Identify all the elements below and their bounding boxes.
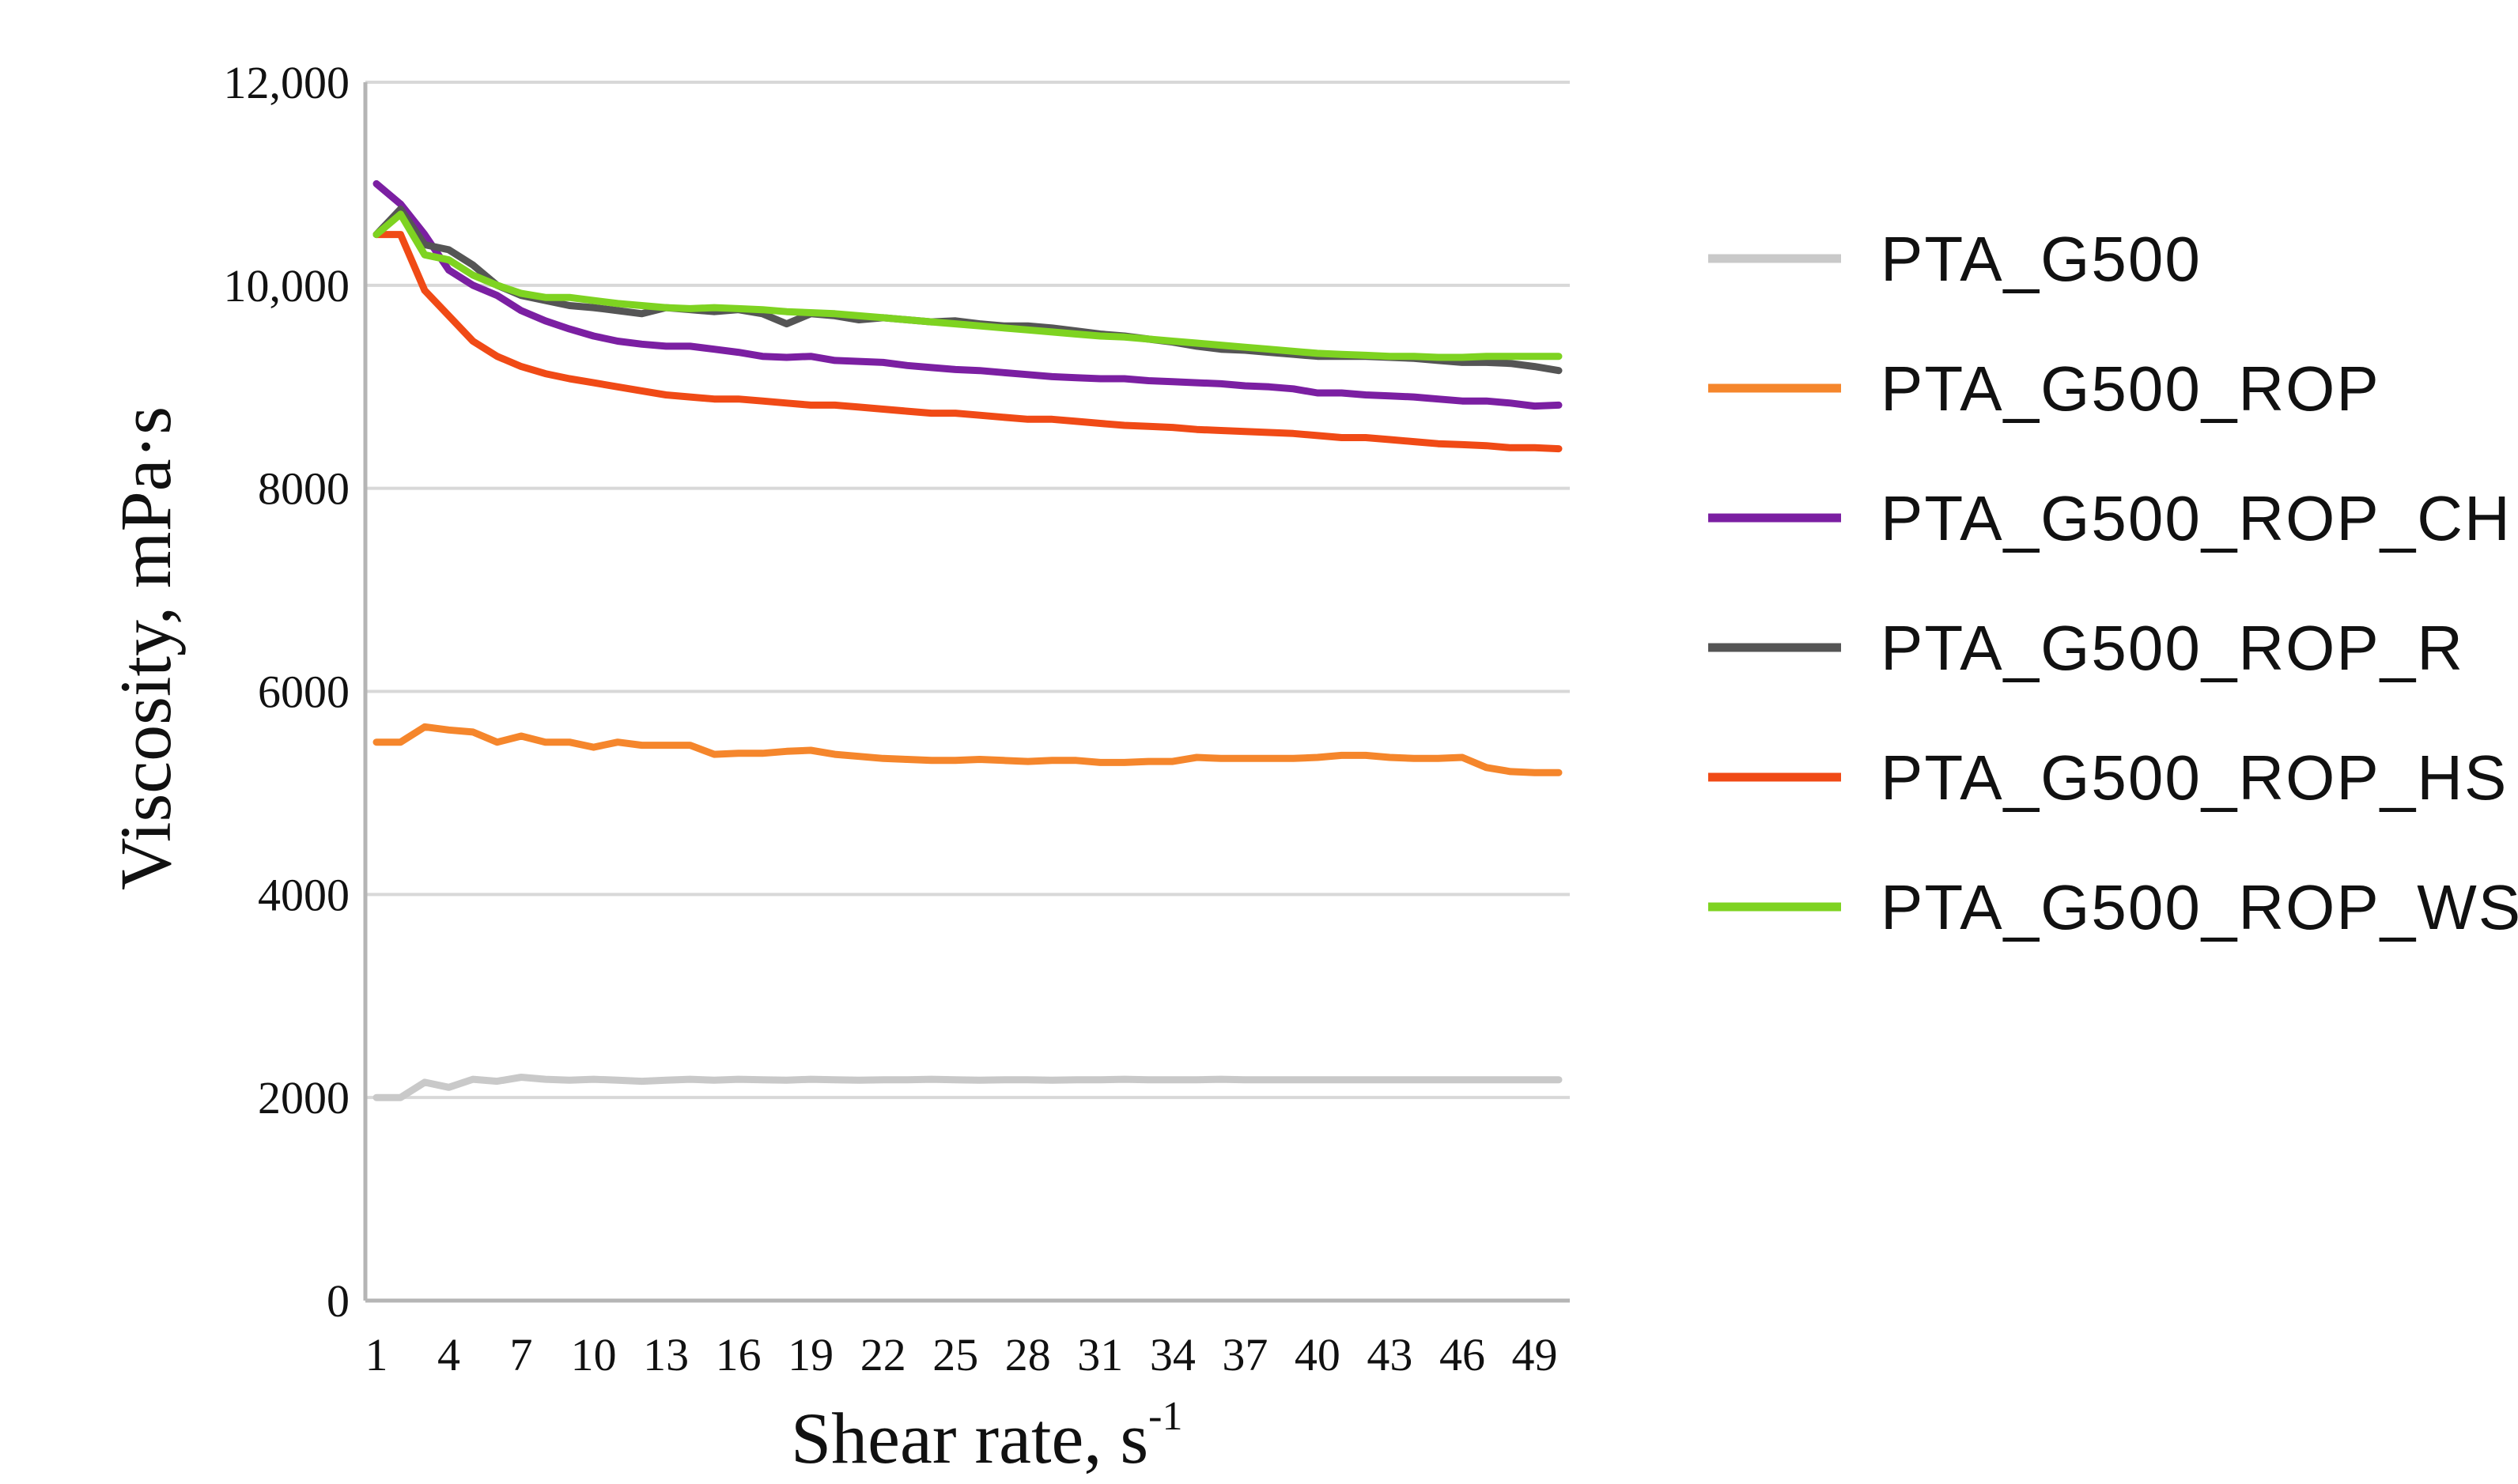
- series-line-pta-g500: [372, 1074, 1563, 1101]
- series-line-pta-g500-rop-ws: [372, 210, 1563, 361]
- x-axis-title-superscript: -1: [1148, 1394, 1182, 1439]
- x-tick-label: 28: [1005, 1329, 1051, 1380]
- x-axis-title: Shear rate, s-1: [791, 1394, 1182, 1478]
- y-tick-label: 8000: [258, 463, 350, 515]
- x-tick-label: 46: [1439, 1329, 1485, 1380]
- legend-label: PTA_G500_ROP_WS: [1881, 872, 2518, 942]
- x-tick-label: 43: [1367, 1329, 1412, 1380]
- x-tick-label: 16: [716, 1329, 762, 1380]
- legend: PTA_G500 PTA_G500_ROP PTA_G500_ROP_CH PTA_G…: [1708, 224, 2518, 942]
- legend-label: PTA_G500_ROP_R: [1881, 613, 2464, 683]
- axes: [363, 82, 1570, 1303]
- series-line-pta-g500-rop: [372, 723, 1563, 776]
- y-tick-label: 4000: [258, 869, 350, 920]
- x-tick-label: 49: [1511, 1329, 1557, 1380]
- y-tick-label: 10,000: [224, 260, 350, 312]
- legend-label: PTA_G500: [1881, 224, 2202, 294]
- x-tick-label: 37: [1222, 1329, 1268, 1380]
- x-tick-label: 22: [860, 1329, 906, 1380]
- series-line-pta-g500-rop-ch: [372, 179, 1563, 410]
- x-tick-label: 25: [932, 1329, 978, 1380]
- grid-lines: [365, 81, 1570, 1100]
- x-tick-label: 19: [788, 1329, 834, 1380]
- legend-label: PTA_G500_ROP: [1881, 353, 2380, 424]
- x-tick-label: 40: [1295, 1329, 1340, 1380]
- y-tick-label: 12,000: [224, 57, 350, 108]
- x-tick-label: 4: [437, 1329, 460, 1380]
- y-axis-title: Viscosity, mPa·s: [105, 406, 186, 890]
- x-tick-label: 34: [1150, 1329, 1196, 1380]
- legend-label: PTA_G500_ROP_CH: [1881, 483, 2512, 553]
- x-tick-label: 1: [365, 1329, 388, 1380]
- y-tick-label: 0: [327, 1275, 350, 1327]
- series-line-pta-g500-rop-hs: [372, 231, 1563, 453]
- y-tick-labels: 0 2000 4000 6000 8000 10,000 12,000: [224, 57, 350, 1327]
- y-tick-label: 6000: [258, 666, 350, 718]
- legend-label: PTA_G500_ROP_HS: [1881, 742, 2508, 813]
- x-tick-label: 10: [571, 1329, 617, 1380]
- x-tick-label: 13: [643, 1329, 689, 1380]
- x-axis-title-main: Shear rate, s: [791, 1398, 1148, 1478]
- x-tick-label: 7: [510, 1329, 533, 1380]
- x-tick-label: 31: [1077, 1329, 1123, 1380]
- x-tick-labels: 1 4 7 10 13 16 19 22 25 28 31 34 37 40 43 46 49: [365, 1329, 1558, 1380]
- series-lines: [372, 179, 1563, 1101]
- series-line-pta-g500-rop-r: [372, 206, 1563, 375]
- y-tick-label: 2000: [258, 1072, 350, 1123]
